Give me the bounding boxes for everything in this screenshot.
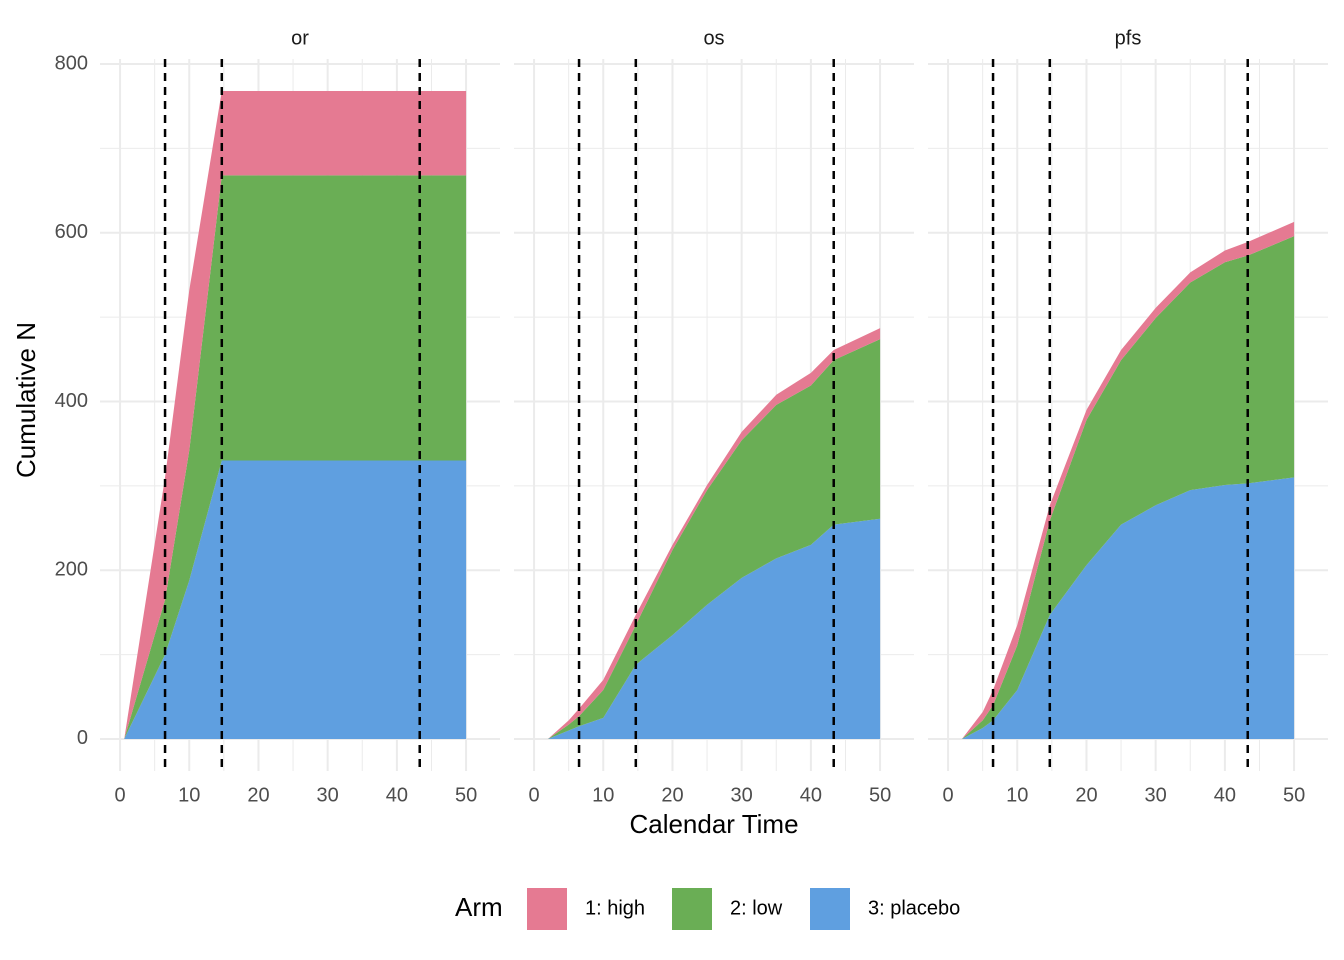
x-tick-label: 20: [247, 784, 269, 806]
x-tick-label: 20: [1075, 784, 1097, 806]
legend-label: 2: low: [730, 897, 783, 919]
facet-title: or: [291, 27, 309, 49]
y-tick-label: 400: [55, 390, 88, 412]
x-tick-label: 40: [386, 784, 408, 806]
x-tick-label: 10: [1006, 784, 1028, 806]
legend-title: Arm: [455, 892, 503, 922]
facet-title: pfs: [1115, 27, 1142, 49]
legend-label: 3: placebo: [868, 897, 960, 919]
y-axis-label: Cumulative N: [11, 322, 41, 478]
y-tick-label: 600: [55, 221, 88, 243]
y-tick-label: 200: [55, 559, 88, 581]
x-tick-label: 50: [455, 784, 477, 806]
legend-swatch: [672, 888, 712, 930]
legend-swatch: [810, 888, 850, 930]
facet-title: os: [703, 27, 724, 49]
area: [124, 91, 467, 739]
legend-swatch: [527, 888, 567, 930]
area: [124, 460, 467, 739]
x-axis-label: Calendar Time: [629, 809, 798, 839]
x-tick-label: 30: [1145, 784, 1167, 806]
area: [961, 221, 1295, 739]
area: [961, 477, 1295, 739]
area: [124, 175, 467, 739]
x-tick-label: 40: [1214, 784, 1236, 806]
x-tick-label: 10: [178, 784, 200, 806]
x-tick-label: 0: [943, 784, 954, 806]
x-tick-label: 30: [731, 784, 753, 806]
area: [961, 236, 1295, 739]
x-tick-label: 0: [115, 784, 126, 806]
legend-label: 1: high: [585, 897, 645, 919]
x-tick-label: 10: [592, 784, 614, 806]
area: [547, 518, 881, 739]
y-tick-label: 0: [77, 727, 88, 749]
x-tick-label: 50: [869, 784, 891, 806]
x-tick-label: 50: [1283, 784, 1305, 806]
area: [547, 339, 881, 739]
x-tick-label: 20: [661, 784, 683, 806]
x-tick-label: 40: [800, 784, 822, 806]
y-tick-label: 800: [55, 52, 88, 74]
x-tick-label: 0: [529, 784, 540, 806]
x-tick-label: 30: [317, 784, 339, 806]
